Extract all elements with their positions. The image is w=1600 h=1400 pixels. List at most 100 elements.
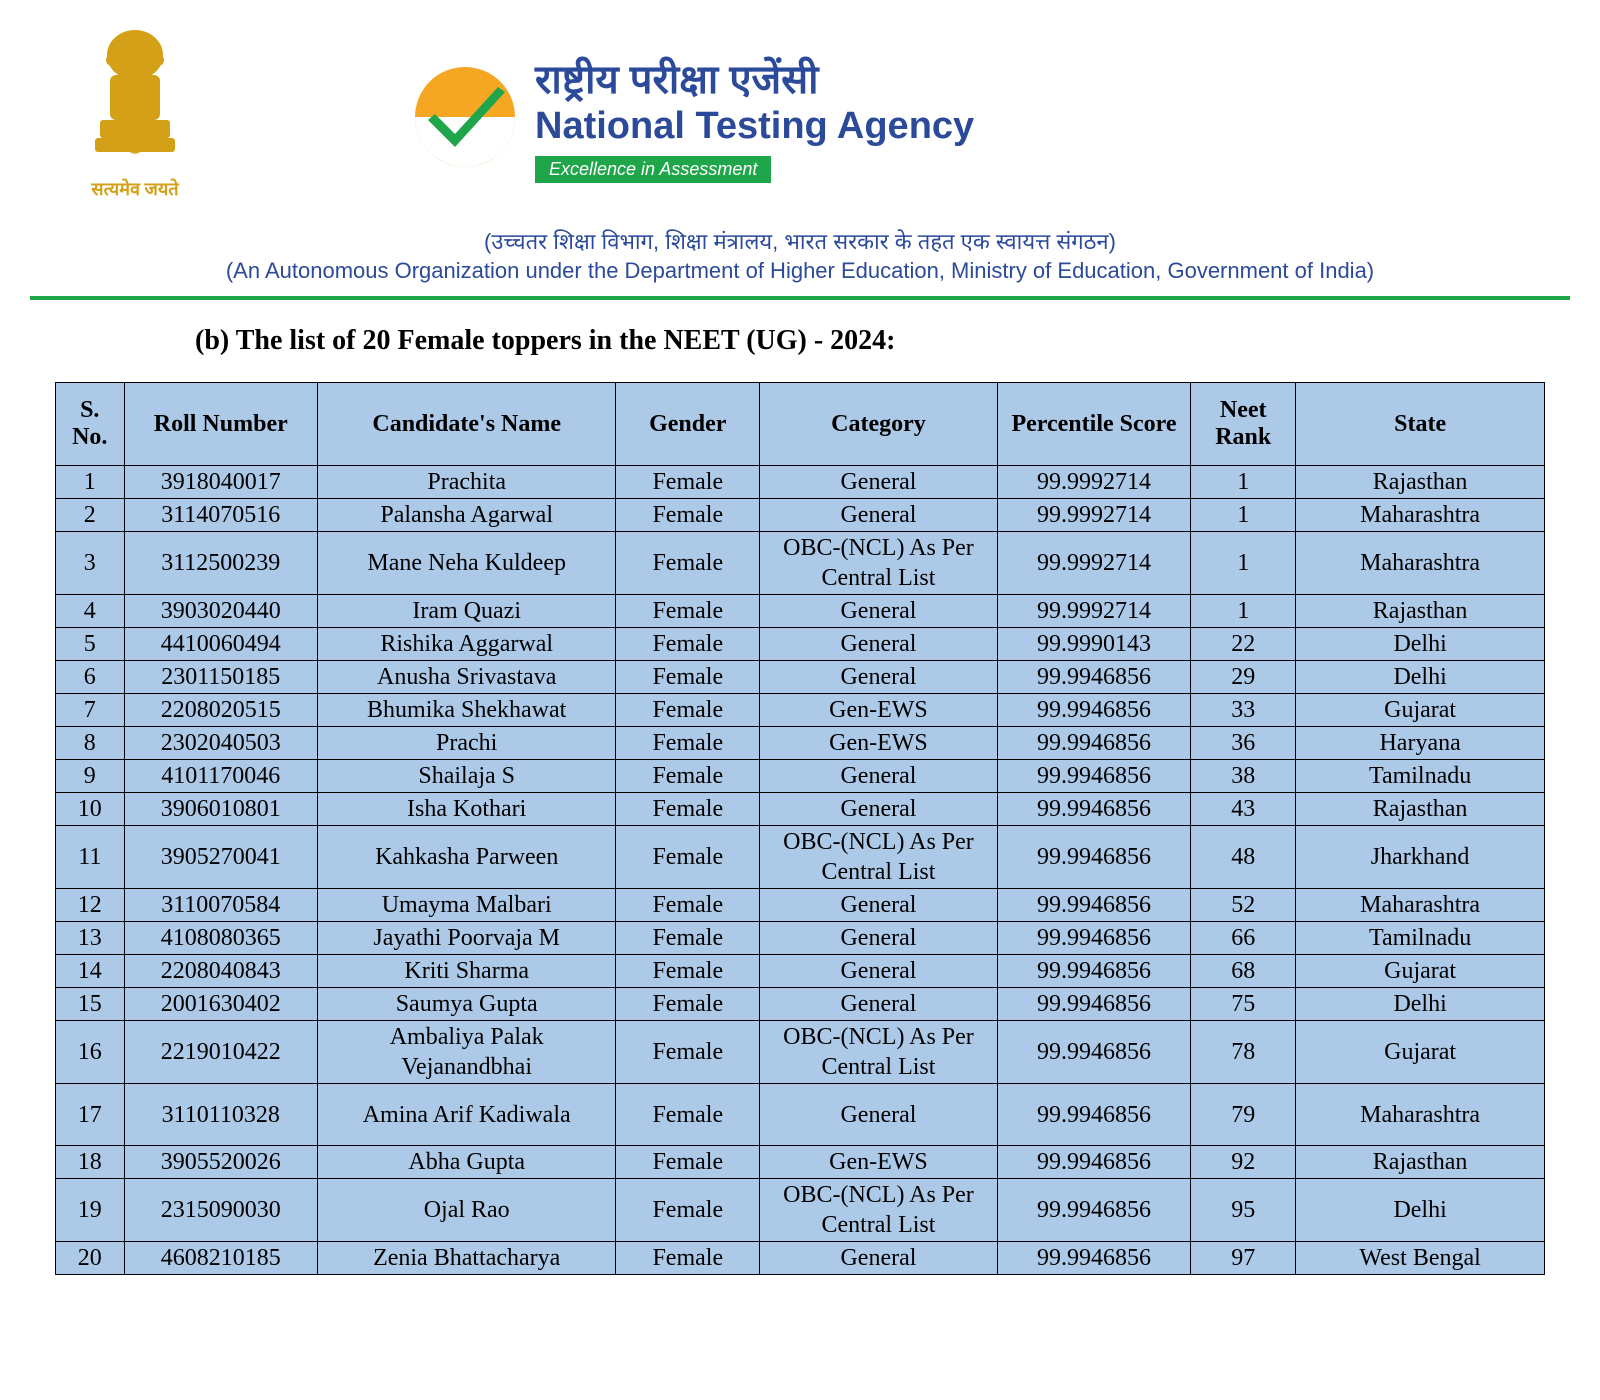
cell-gender: Female <box>616 595 760 628</box>
cell-percentile: 99.9946856 <box>997 694 1190 727</box>
cell-state: Rajasthan <box>1296 466 1545 499</box>
cell-category: General <box>760 499 998 532</box>
cell-category: OBC-(NCL) As Per Central List <box>760 826 998 889</box>
cell-name: Anusha Srivastava <box>317 661 615 694</box>
nta-name-hindi: राष्ट्रीय परीक्षा एजेंसी <box>535 50 974 105</box>
cell-category: General <box>760 988 998 1021</box>
cell-sno: 5 <box>56 628 125 661</box>
cell-state: Maharashtra <box>1296 889 1545 922</box>
cell-percentile: 99.9946856 <box>997 1021 1190 1084</box>
cell-roll: 4108080365 <box>124 922 317 955</box>
cell-percentile: 99.9946856 <box>997 826 1190 889</box>
table-row: 204608210185Zenia BhattacharyaFemaleGene… <box>56 1242 1545 1275</box>
cell-gender: Female <box>616 988 760 1021</box>
cell-name: Rishika Aggarwal <box>317 628 615 661</box>
cell-gender: Female <box>616 760 760 793</box>
cell-sno: 11 <box>56 826 125 889</box>
cell-percentile: 99.9992714 <box>997 466 1190 499</box>
document-header: सत्यमेव जयते राष्ट्रीय परीक्षा एजेंसी Na… <box>30 10 1570 201</box>
cell-percentile: 99.9946856 <box>997 793 1190 826</box>
cell-gender: Female <box>616 1146 760 1179</box>
cell-name: Ojal Rao <box>317 1179 615 1242</box>
table-row: 173110110328Amina Arif KadiwalaFemaleGen… <box>56 1084 1545 1146</box>
cell-name: Isha Kothari <box>317 793 615 826</box>
cell-rank: 48 <box>1191 826 1296 889</box>
cell-category: OBC-(NCL) As Per Central List <box>760 1179 998 1242</box>
cell-state: Haryana <box>1296 727 1545 760</box>
cell-roll: 3110070584 <box>124 889 317 922</box>
cell-gender: Female <box>616 889 760 922</box>
table-row: 94101170046Shailaja SFemaleGeneral99.994… <box>56 760 1545 793</box>
cell-rank: 36 <box>1191 727 1296 760</box>
cell-rank: 1 <box>1191 499 1296 532</box>
cell-gender: Female <box>616 727 760 760</box>
nta-text-block: राष्ट्रीय परीक्षा एजेंसी National Testin… <box>535 50 974 183</box>
green-divider <box>30 296 1570 300</box>
national-emblem-icon <box>80 20 190 175</box>
cell-rank: 68 <box>1191 955 1296 988</box>
cell-sno: 2 <box>56 499 125 532</box>
toppers-table: S. No. Roll Number Candidate's Name Gend… <box>55 382 1545 1275</box>
cell-name: Saumya Gupta <box>317 988 615 1021</box>
cell-rank: 29 <box>1191 661 1296 694</box>
cell-category: General <box>760 628 998 661</box>
cell-gender: Female <box>616 499 760 532</box>
cell-gender: Female <box>616 793 760 826</box>
cell-name: Jayathi Poorvaja M <box>317 922 615 955</box>
cell-percentile: 99.9946856 <box>997 955 1190 988</box>
cell-rank: 95 <box>1191 1179 1296 1242</box>
cell-sno: 15 <box>56 988 125 1021</box>
cell-roll: 2208040843 <box>124 955 317 988</box>
nta-logo-icon <box>410 62 520 172</box>
national-emblem-block: सत्यमेव जयते <box>80 20 190 201</box>
cell-percentile: 99.9992714 <box>997 499 1190 532</box>
cell-roll: 2315090030 <box>124 1179 317 1242</box>
emblem-caption: सत्यमेव जयते <box>91 177 178 201</box>
cell-rank: 52 <box>1191 889 1296 922</box>
cell-name: Kahkasha Parween <box>317 826 615 889</box>
col-header-roll: Roll Number <box>124 383 317 466</box>
table-header-row: S. No. Roll Number Candidate's Name Gend… <box>56 383 1545 466</box>
cell-roll: 4410060494 <box>124 628 317 661</box>
col-header-name: Candidate's Name <box>317 383 615 466</box>
cell-roll: 3905270041 <box>124 826 317 889</box>
cell-roll: 3905520026 <box>124 1146 317 1179</box>
cell-rank: 33 <box>1191 694 1296 727</box>
table-row: 33112500239Mane Neha KuldeepFemaleOBC-(N… <box>56 532 1545 595</box>
cell-gender: Female <box>616 1242 760 1275</box>
cell-rank: 79 <box>1191 1084 1296 1146</box>
cell-sno: 8 <box>56 727 125 760</box>
cell-rank: 1 <box>1191 595 1296 628</box>
nta-tagline: Excellence in Assessment <box>535 156 771 183</box>
cell-sno: 12 <box>56 889 125 922</box>
cell-category: General <box>760 595 998 628</box>
cell-state: Rajasthan <box>1296 793 1545 826</box>
table-row: 183905520026Abha GuptaFemaleGen-EWS99.99… <box>56 1146 1545 1179</box>
cell-name: Kriti Sharma <box>317 955 615 988</box>
cell-state: Maharashtra <box>1296 532 1545 595</box>
cell-gender: Female <box>616 826 760 889</box>
nta-branding: राष्ट्रीय परीक्षा एजेंसी National Testin… <box>410 50 974 183</box>
cell-state: Maharashtra <box>1296 1084 1545 1146</box>
cell-state: Delhi <box>1296 1179 1545 1242</box>
cell-roll: 2001630402 <box>124 988 317 1021</box>
cell-percentile: 99.9946856 <box>997 988 1190 1021</box>
nta-name-english: National Testing Agency <box>535 105 974 148</box>
col-header-gender: Gender <box>616 383 760 466</box>
cell-gender: Female <box>616 694 760 727</box>
cell-percentile: 99.9946856 <box>997 661 1190 694</box>
cell-name: Mane Neha Kuldeep <box>317 532 615 595</box>
table-row: 23114070516Palansha AgarwalFemaleGeneral… <box>56 499 1545 532</box>
cell-roll: 4101170046 <box>124 760 317 793</box>
cell-sno: 16 <box>56 1021 125 1084</box>
cell-gender: Female <box>616 1021 760 1084</box>
cell-category: OBC-(NCL) As Per Central List <box>760 1021 998 1084</box>
cell-sno: 6 <box>56 661 125 694</box>
cell-category: General <box>760 922 998 955</box>
cell-name: Umayma Malbari <box>317 889 615 922</box>
cell-name: Shailaja S <box>317 760 615 793</box>
cell-percentile: 99.9946856 <box>997 1179 1190 1242</box>
cell-sno: 3 <box>56 532 125 595</box>
cell-state: Gujarat <box>1296 955 1545 988</box>
cell-rank: 43 <box>1191 793 1296 826</box>
